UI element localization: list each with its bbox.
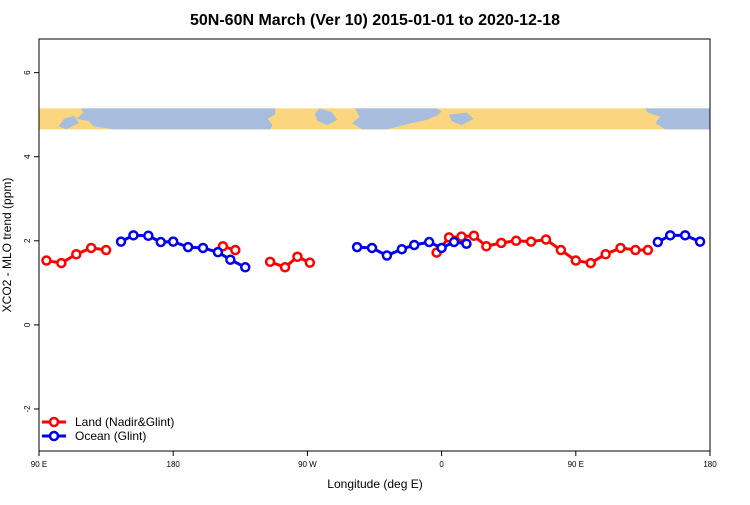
data-point (197, 242, 209, 254)
data-point (664, 230, 676, 241)
y-axis-label: XCO2 - MLO trend (ppm) (0, 178, 14, 313)
y-tick-label: 6 (23, 70, 32, 75)
series-line (657, 233, 701, 244)
data-point (510, 235, 522, 247)
map-ocean-region (58, 115, 79, 130)
data-point (468, 230, 480, 242)
data-point (128, 230, 139, 241)
data-point (461, 238, 472, 249)
data-point (396, 243, 408, 255)
data-point (71, 248, 82, 260)
data-point (115, 236, 127, 247)
y-tick-label: -2 (23, 405, 32, 413)
plot-area (41, 230, 706, 273)
world-map-strip (39, 108, 710, 130)
data-point (456, 231, 467, 242)
data-point (615, 242, 626, 254)
x-tick-label: 90 E (568, 460, 584, 469)
series-ocean (115, 230, 706, 273)
data-point (495, 237, 507, 249)
y-tick-label: 0 (23, 322, 32, 327)
data-point (630, 244, 641, 256)
series-line (120, 233, 246, 269)
data-point (292, 251, 303, 263)
data-point (600, 248, 611, 260)
map-ocean-region (449, 112, 474, 126)
data-point (225, 254, 236, 265)
legend-swatch-marker (48, 430, 60, 442)
legend-label: Land (Nadir&Glint) (75, 415, 174, 429)
map-ocean-region (314, 108, 338, 126)
data-point (182, 241, 194, 253)
data-point (143, 230, 154, 242)
map-ocean-region (645, 108, 710, 130)
data-point (679, 230, 691, 241)
axes: 90 E 180 90 W 0 90 E 180 -2 0 2 4 6 (23, 38, 717, 469)
data-point (570, 255, 582, 266)
data-point (264, 256, 276, 268)
chart-title: 50N-60N March (Ver 10) 2015-01-01 to 202… (190, 12, 560, 29)
data-point (448, 236, 460, 248)
map-ocean-region (76, 108, 276, 130)
data-point (555, 244, 567, 256)
data-point (351, 241, 363, 253)
data-point (212, 246, 224, 258)
data-point (642, 244, 654, 256)
data-point (240, 262, 251, 273)
legend-item: Land (Nadir&Glint) (42, 415, 174, 429)
data-point (381, 250, 393, 261)
data-point (652, 236, 664, 248)
x-tick-label: 90 W (298, 460, 317, 469)
data-point (540, 234, 552, 245)
data-point (167, 236, 179, 247)
series-land (41, 230, 654, 273)
x-axis-label: Longitude (deg E) (327, 477, 422, 491)
data-point (56, 257, 67, 269)
data-point (230, 244, 241, 256)
data-point (409, 239, 420, 251)
x-tick-label: 0 (439, 460, 444, 469)
data-point (279, 262, 291, 273)
data-point (85, 242, 97, 254)
y-tick-label: 2 (23, 238, 32, 243)
plot-frame (38, 38, 711, 452)
x-tick-label: 180 (167, 460, 181, 469)
series-line (435, 234, 648, 265)
data-point (100, 244, 112, 256)
data-point (525, 236, 537, 247)
y-tick-label: 4 (23, 154, 32, 159)
data-point (423, 236, 435, 248)
series-line (269, 255, 311, 269)
legend: Land (Nadir&Glint)Ocean (Glint) (42, 415, 174, 443)
data-point (436, 242, 447, 254)
data-point (304, 257, 316, 268)
data-point (585, 257, 596, 269)
x-tick-label: 90 E (31, 460, 47, 469)
map-ocean-region (352, 108, 442, 130)
legend-item: Ocean (Glint) (42, 429, 146, 443)
data-point (155, 236, 167, 248)
legend-label: Ocean (Glint) (75, 429, 146, 443)
data-point (481, 241, 492, 252)
data-point (694, 236, 706, 247)
data-point (366, 242, 378, 254)
data-point (41, 255, 52, 266)
x-tick-label: 180 (703, 460, 717, 469)
legend-swatch-marker (48, 416, 60, 428)
